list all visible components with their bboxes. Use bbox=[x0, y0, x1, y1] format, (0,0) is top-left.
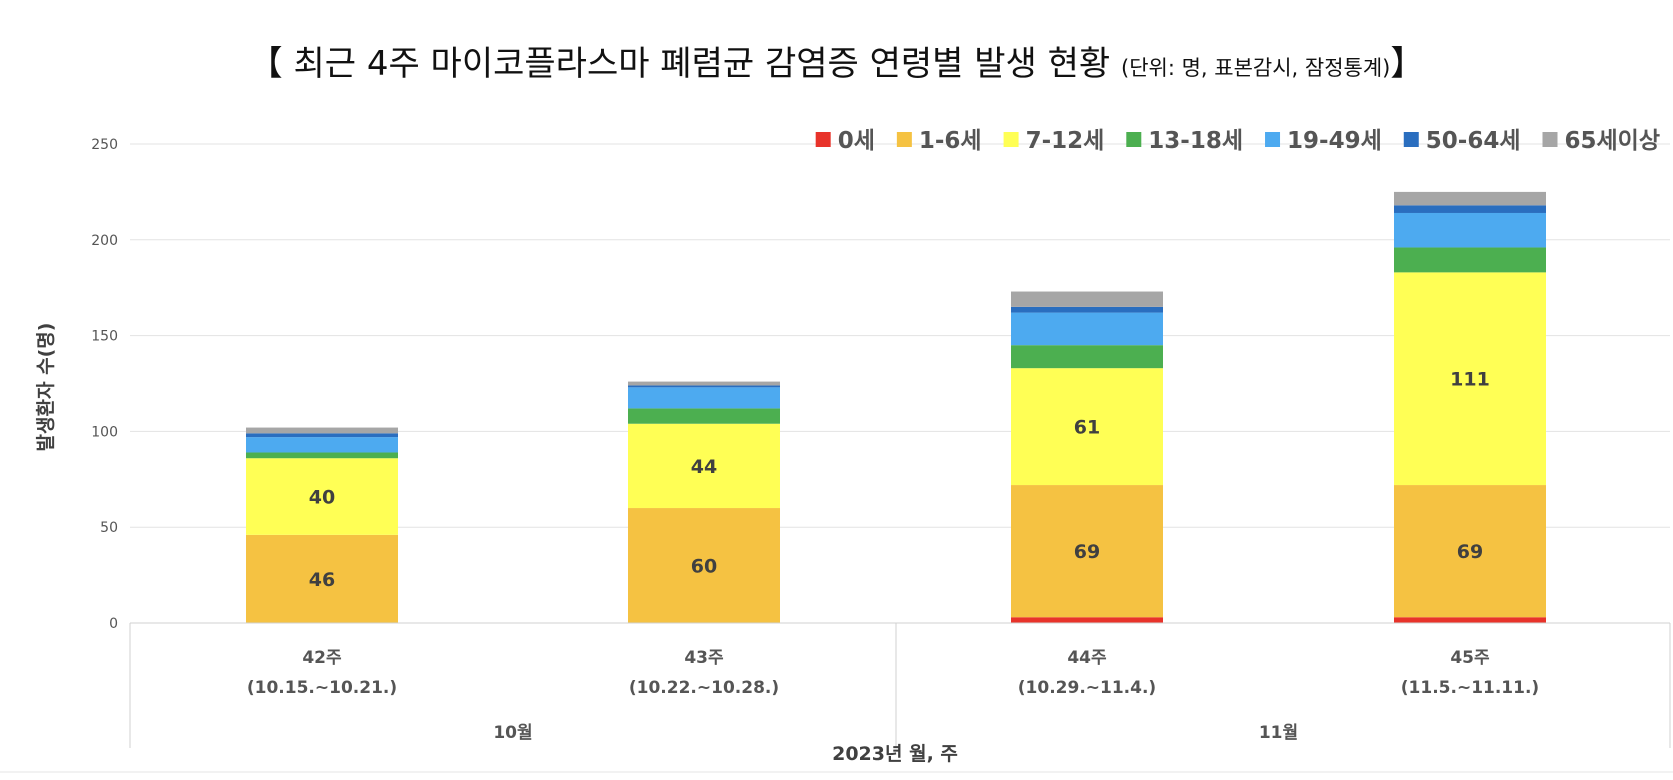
y-axis-ticks: 0 50 100 150 200 250 bbox=[91, 137, 118, 632]
legend-swatch bbox=[1126, 132, 1142, 147]
bar-segment-50-64세 bbox=[246, 433, 398, 438]
bar-segment-1-6세 bbox=[246, 534, 398, 623]
x-tick-date: (10.29.~11.4.) bbox=[1018, 678, 1156, 698]
legend-item: 13-18세 bbox=[1126, 128, 1243, 154]
month-group-label: 10월 bbox=[493, 723, 532, 743]
data-label: 61 bbox=[1074, 417, 1100, 439]
bar-segment-1-6세 bbox=[1394, 485, 1546, 618]
bar-segment-19-49세 bbox=[246, 437, 398, 453]
title-text: 최근 4주 마이코플라스마 폐렴균 감염증 연령별 발생 현황 bbox=[293, 44, 1111, 84]
legend-item: 19-49세 bbox=[1265, 128, 1382, 154]
legend-swatch bbox=[1403, 132, 1419, 147]
y-tick-label: 0 bbox=[109, 616, 118, 632]
x-tick-label: 45주 bbox=[1450, 648, 1490, 668]
legend-label: 13-18세 bbox=[1148, 128, 1243, 154]
bar-segment-7-12세 bbox=[628, 423, 780, 509]
legend-item: 65세이상 bbox=[1542, 128, 1661, 154]
x-tick-date: (10.15.~10.21.) bbox=[247, 678, 397, 698]
bars bbox=[246, 191, 1546, 623]
legend-swatch bbox=[1265, 132, 1281, 147]
data-label: 69 bbox=[1074, 541, 1100, 563]
data-label: 60 bbox=[691, 556, 717, 578]
y-tick-label: 50 bbox=[100, 520, 118, 536]
legend-swatch bbox=[815, 132, 831, 147]
legend-item: 1-6세 bbox=[896, 128, 982, 154]
bar-segment-50-64세 bbox=[628, 385, 780, 388]
legend-item: 0세 bbox=[815, 128, 875, 154]
bar-segment-7-12세 bbox=[1011, 368, 1163, 486]
bar-segment-65세이상 bbox=[1011, 291, 1163, 307]
y-tick-label: 250 bbox=[91, 137, 118, 153]
bar-segment-19-49세 bbox=[1011, 312, 1163, 346]
legend-item: 7-12세 bbox=[1003, 128, 1105, 154]
x-tick-date: (10.22.~10.28.) bbox=[629, 678, 779, 698]
data-labels: 46 60 69 69 40 44 61 111 bbox=[309, 369, 1490, 591]
y-tick-label: 150 bbox=[91, 329, 118, 345]
title-open-bracket: 【 bbox=[248, 44, 283, 84]
bar-segment-19-49세 bbox=[628, 387, 780, 409]
bar-segment-7-12세 bbox=[246, 458, 398, 535]
data-label: 111 bbox=[1450, 369, 1490, 391]
data-label: 40 bbox=[309, 487, 335, 509]
bar-segment-19-49세 bbox=[1394, 212, 1546, 248]
bar-segment-7-12세 bbox=[1394, 272, 1546, 486]
y-tick-label: 100 bbox=[91, 424, 118, 440]
bar-segment-65세이상 bbox=[628, 381, 780, 386]
bar-segment-13-18세 bbox=[1011, 345, 1163, 369]
x-tick-date: (11.5.~11.11.) bbox=[1401, 678, 1539, 698]
bar-segment-50-64세 bbox=[1011, 306, 1163, 313]
data-label: 46 bbox=[309, 569, 335, 591]
x-axis: 42주 (10.15.~10.21.) 43주 (10.22.~10.28.) 44주 (… bbox=[0, 622, 1673, 773]
legend: 0세 1-6세 7-12세 13-18세 19-49세 50-64세 65세이상 bbox=[815, 128, 1661, 154]
legend-swatch bbox=[1542, 132, 1558, 147]
bar-segment-65세이상 bbox=[1394, 191, 1546, 206]
chart-title: 【 최근 4주 마이코플라스마 폐렴균 감염증 연령별 발생 현황 (단위: 명… bbox=[0, 36, 1673, 85]
title-unit-note: (단위: 명, 표본감시, 잠정통계) bbox=[1121, 56, 1391, 80]
bar-segment-13-18세 bbox=[628, 408, 780, 424]
x-tick-label: 43주 bbox=[684, 648, 724, 668]
x-axis-label: 2023년 월, 주 bbox=[832, 743, 958, 765]
bar-segment-13-18세 bbox=[1394, 247, 1546, 273]
legend-label: 65세이상 bbox=[1565, 128, 1661, 154]
legend-label: 0세 bbox=[838, 128, 875, 154]
bar-segment-0세 bbox=[1011, 617, 1163, 623]
legend-label: 19-49세 bbox=[1287, 128, 1382, 154]
data-label: 69 bbox=[1457, 541, 1483, 563]
title-close-bracket: 】 bbox=[1390, 44, 1425, 84]
legend-swatch bbox=[1003, 132, 1019, 147]
bar-segment-0세 bbox=[1394, 617, 1546, 623]
bar-segment-50-64세 bbox=[1394, 205, 1546, 213]
legend-item: 50-64세 bbox=[1403, 128, 1521, 154]
bar-segment-13-18세 bbox=[246, 452, 398, 459]
data-label: 44 bbox=[691, 456, 717, 478]
month-group-label: 11월 bbox=[1259, 723, 1298, 743]
legend-label: 50-64세 bbox=[1426, 128, 1521, 154]
bar-segment-1-6세 bbox=[628, 508, 780, 623]
x-tick-label: 44주 bbox=[1067, 648, 1107, 668]
legend-swatch bbox=[896, 132, 912, 147]
y-tick-label: 200 bbox=[91, 233, 118, 249]
x-tick-label: 42주 bbox=[302, 648, 342, 668]
legend-label: 7-12세 bbox=[1026, 128, 1105, 154]
bar-segment-65세이상 bbox=[246, 427, 398, 434]
bar-segment-1-6세 bbox=[1011, 485, 1163, 618]
y-axis-label: 발생환자 수(명) bbox=[35, 323, 57, 452]
legend-label: 1-6세 bbox=[919, 128, 982, 154]
